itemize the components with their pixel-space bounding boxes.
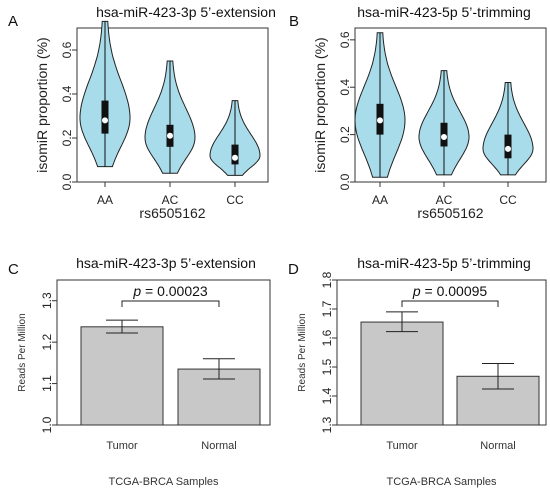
panel-d-ytick-label: 1.7 xyxy=(320,300,334,317)
panel-d-xtick-label: Normal xyxy=(480,440,515,452)
panel-a-ytick-label: 0.0 xyxy=(60,173,74,190)
panel-b-median-dot-ac xyxy=(441,133,447,140)
panel-d-xtick-label: Tumor xyxy=(386,440,418,452)
panel-c-ytick-label: 1.3 xyxy=(40,292,54,309)
panel-d-pvalue: p = 0.00095 xyxy=(412,283,488,299)
panel-b-frame xyxy=(354,27,547,183)
panel-d-ytick-label: 1.5 xyxy=(320,358,334,375)
panel-b-ytick-label: 0.2 xyxy=(338,126,352,143)
panel-a-xtick-label: AA xyxy=(97,193,113,207)
panel-a-ytick-label: 0.2 xyxy=(60,129,74,146)
panel-a-xtick-label: AC xyxy=(162,193,179,207)
panel-a-letter: A xyxy=(8,13,18,30)
panel-a-iqr-box-aa xyxy=(101,100,109,134)
panel-d-ytick-label: 1.3 xyxy=(320,416,334,433)
panel-d-ytick-label: 1.8 xyxy=(320,271,334,288)
panel-c-xlabel: TCGA-BRCA Samples xyxy=(108,476,219,488)
panel-c-letter: C xyxy=(8,261,19,278)
panel-a-xlabel: rs6505162 xyxy=(139,205,205,221)
panel-b-xtick-label: AA xyxy=(372,193,388,207)
panel-a-ytick-label: 0.4 xyxy=(60,85,74,102)
panel-c-ytick-label: 1.0 xyxy=(40,416,54,433)
panel-d-significance-bracket xyxy=(401,300,499,307)
panel-a-median-dot-cc xyxy=(232,154,238,161)
panel-a-title: hsa-miR-423-3p 5’-extension xyxy=(96,4,276,20)
panel-c-ytick-label: 1.1 xyxy=(40,375,54,392)
panel-d-ytick-label: 1.6 xyxy=(320,329,334,346)
panel-a-ylabel: isomiR proportion (%) xyxy=(34,37,50,172)
panel-b-xtick-label: AC xyxy=(436,193,453,207)
panel-d-pvalue-number: = 0.00095 xyxy=(421,283,488,299)
panel-c-xtick-label: Tumor xyxy=(106,440,138,452)
panel-c-pvalue: p = 0.00023 xyxy=(132,283,208,299)
panel-b-ylabel: isomiR proportion (%) xyxy=(312,37,328,172)
panel-d-letter: D xyxy=(288,261,299,278)
panel-d-title: hsa-miR-423-5p 5’-trimming xyxy=(357,255,531,271)
panel-c-title: hsa-miR-423-3p 5’-extension xyxy=(76,255,256,271)
panel-c-bar-tumor xyxy=(80,326,164,426)
panel-c-ylabel: Reads Per Million xyxy=(17,313,28,391)
panel-b-xlabel: rs6505162 xyxy=(417,205,483,221)
panel-b-ytick-label: 0.4 xyxy=(338,79,352,96)
panel-a-iqr-box-cc xyxy=(231,144,239,165)
panel-c-pvalue-number: = 0.00023 xyxy=(141,283,208,299)
panel-a-ytick-label: 0.6 xyxy=(60,41,74,58)
panel-d-bar-tumor xyxy=(360,321,444,426)
panel-c-ytick-label: 1.2 xyxy=(40,333,54,350)
panel-a-median-dot-ac xyxy=(167,132,173,139)
panel-b-title: hsa-miR-423-5p 5’-trimming xyxy=(357,4,531,20)
panel-d-ylabel: Reads Per Million xyxy=(297,313,308,391)
panel-a-xtick-label: CC xyxy=(226,193,244,207)
panel-b-ytick-label: 0.6 xyxy=(338,31,352,48)
panel-b-letter: B xyxy=(289,13,299,30)
panel-d-xlabel: TCGA-BRCA Samples xyxy=(386,476,497,488)
panel-b-median-dot-aa xyxy=(377,117,383,124)
panel-a-median-dot-aa xyxy=(102,117,108,124)
panel-c-pvalue-symbol: p xyxy=(132,283,141,299)
panel-c-significance-bracket xyxy=(121,300,220,307)
panel-d-ytick-label: 1.4 xyxy=(320,387,334,404)
panel-a-frame xyxy=(76,27,269,183)
panel-b-median-dot-cc xyxy=(505,145,511,152)
panel-c-xtick-label: Normal xyxy=(201,440,236,452)
panel-d-pvalue-symbol: p xyxy=(412,283,421,299)
panel-b-xtick-label: CC xyxy=(499,193,517,207)
panel-b-ytick-label: 0.0 xyxy=(338,173,352,190)
